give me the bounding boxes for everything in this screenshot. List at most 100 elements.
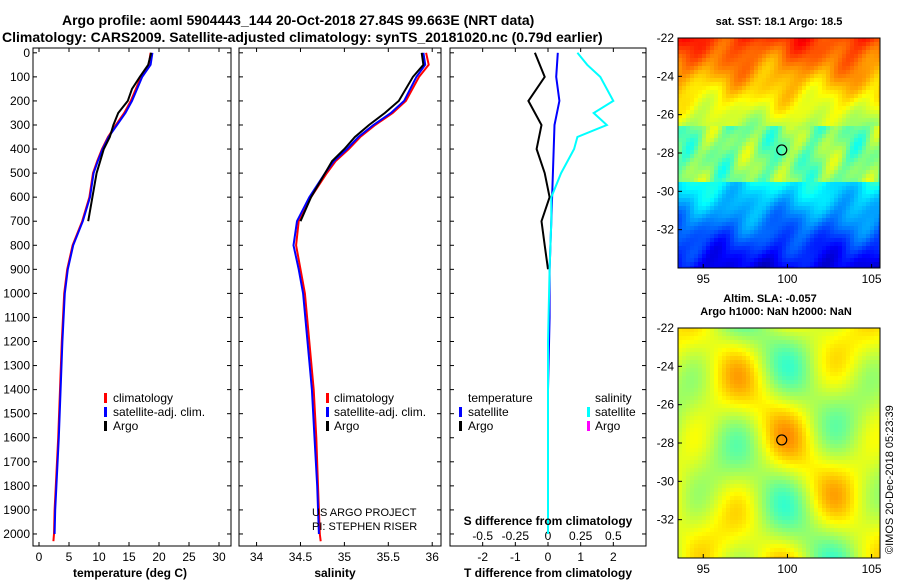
- heatmap-cell: [738, 230, 742, 234]
- heatmap-cell: [726, 412, 730, 416]
- heatmap-cell: [742, 428, 746, 432]
- heatmap-cell: [706, 42, 710, 46]
- heatmap-cell: [850, 86, 854, 90]
- heatmap-cell: [678, 266, 682, 268]
- salinity-legend: climatology satellite-adj. clim. Argo: [326, 391, 426, 433]
- heatmap-cell: [822, 178, 826, 182]
- heatmap-cell: [870, 368, 874, 372]
- heatmap-cell: [842, 428, 846, 432]
- heatmap-cell: [826, 194, 830, 198]
- heatmap-cell: [758, 254, 762, 258]
- heatmap-cell: [782, 154, 786, 158]
- heatmap-cell: [842, 352, 846, 356]
- heatmap-cell: [742, 122, 746, 126]
- heatmap-cell: [826, 138, 830, 142]
- heatmap-cell: [734, 436, 738, 440]
- heatmap-cell: [702, 230, 706, 234]
- heatmap-cell: [790, 376, 794, 380]
- heatmap-cell: [850, 380, 854, 384]
- heatmap-cell: [682, 408, 686, 412]
- heatmap-cell: [814, 364, 818, 368]
- heatmap-cell: [830, 234, 834, 238]
- heatmap-cell: [678, 344, 682, 348]
- heatmap-cell: [734, 38, 738, 42]
- heatmap-cell: [854, 258, 858, 262]
- heatmap-cell: [694, 194, 698, 198]
- heatmap-cell: [770, 50, 774, 54]
- heatmap-cell: [750, 376, 754, 380]
- figure-title-line1: Argo profile: aoml 5904443_144 20-Oct-20…: [62, 12, 534, 28]
- ytick-label: 300: [10, 118, 30, 132]
- heatmap-cell: [774, 396, 778, 400]
- heatmap-cell: [726, 392, 730, 396]
- heatmap-cell: [690, 206, 694, 210]
- heatmap-cell: [698, 380, 702, 384]
- heatmap-cell: [722, 158, 726, 162]
- heatmap-cell: [686, 428, 690, 432]
- heatmap-cell: [738, 432, 742, 436]
- heatmap-cell: [730, 54, 734, 58]
- heatmap-cell: [834, 242, 838, 246]
- heatmap-cell: [750, 94, 754, 98]
- heatmap-cell: [698, 58, 702, 62]
- heatmap-cell: [782, 158, 786, 162]
- heatmap-cell: [790, 452, 794, 456]
- heatmap-cell: [786, 110, 790, 114]
- heatmap-cell: [746, 222, 750, 226]
- heatmap-cell: [858, 70, 862, 74]
- heatmap-cell: [778, 348, 782, 352]
- heatmap-cell: [686, 42, 690, 46]
- heatmap-cell: [682, 464, 686, 468]
- heatmap-cell: [694, 238, 698, 242]
- heatmap-cell: [690, 452, 694, 456]
- heatmap-cell: [838, 194, 842, 198]
- heatmap-cell: [846, 66, 850, 70]
- heatmap-cell: [866, 262, 870, 266]
- heatmap-cell: [722, 166, 726, 170]
- heatmap-cell: [786, 166, 790, 170]
- heatmap-cell: [762, 182, 766, 186]
- heatmap-cell: [858, 158, 862, 162]
- heatmap-cell: [870, 202, 874, 206]
- heatmap-cell: [794, 46, 798, 50]
- heatmap-cell: [834, 424, 838, 428]
- heatmap-cell: [862, 110, 866, 114]
- heatmap-cell: [754, 230, 758, 234]
- heatmap-cell: [818, 162, 822, 166]
- heatmap-cell: [710, 368, 714, 372]
- heatmap-cell: [722, 368, 726, 372]
- heatmap-cell: [826, 122, 830, 126]
- heatmap-cell: [838, 106, 842, 110]
- heatmap-cell: [802, 122, 806, 126]
- heatmap-cell: [842, 118, 846, 122]
- heatmap-cell: [734, 238, 738, 242]
- heatmap-cell: [718, 396, 722, 400]
- heatmap-cell: [790, 74, 794, 78]
- heatmap-cell: [742, 166, 746, 170]
- heatmap-cell: [718, 118, 722, 122]
- heatmap-cell: [862, 130, 866, 134]
- heatmap-cell: [690, 174, 694, 178]
- heatmap-cell: [726, 258, 730, 262]
- heatmap-cell: [718, 158, 722, 162]
- heatmap-cell: [734, 54, 738, 58]
- heatmap-cell: [802, 340, 806, 344]
- heatmap-cell: [742, 436, 746, 440]
- heatmap-cell: [706, 170, 710, 174]
- heatmap-cell: [870, 194, 874, 198]
- heatmap-cell: [834, 436, 838, 440]
- heatmap-cell: [694, 336, 698, 340]
- heatmap-cell: [854, 222, 858, 226]
- heatmap-cell: [694, 82, 698, 86]
- heatmap-cell: [738, 106, 742, 110]
- heatmap-cell: [842, 424, 846, 428]
- heatmap-cell: [786, 372, 790, 376]
- heatmap-cell: [846, 214, 850, 218]
- heatmap-cell: [766, 82, 770, 86]
- heatmap-cell: [870, 242, 874, 246]
- heatmap-cell: [862, 416, 866, 420]
- heatmap-cell: [758, 262, 762, 266]
- heatmap-cell: [778, 452, 782, 456]
- heatmap-cell: [714, 218, 718, 222]
- heatmap-cell: [702, 90, 706, 94]
